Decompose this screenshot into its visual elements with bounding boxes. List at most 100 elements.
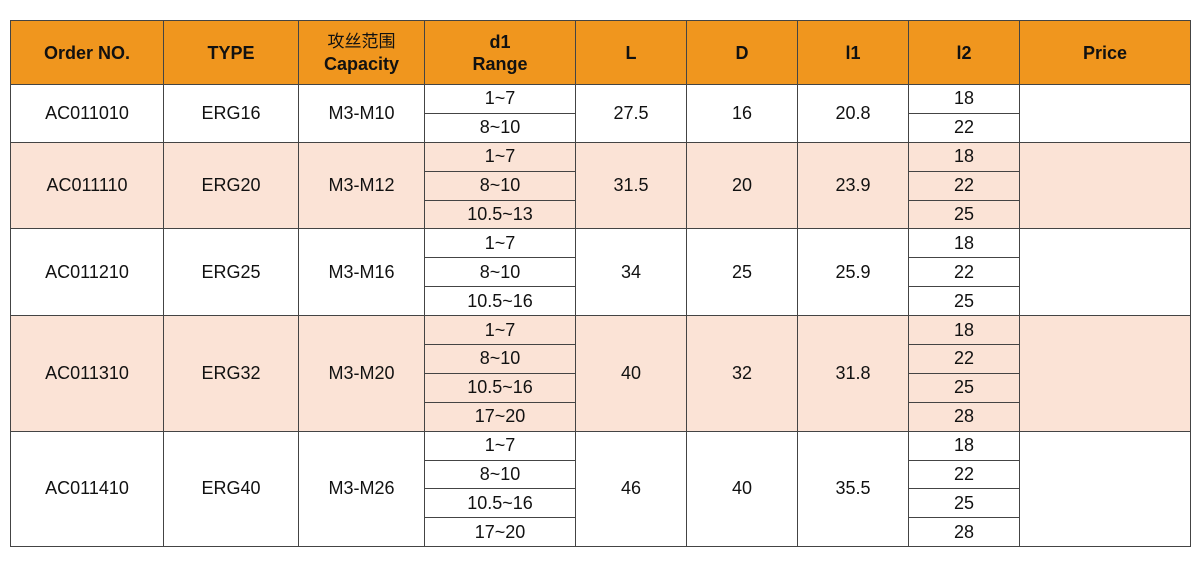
table-row: 10.5~16 25 bbox=[11, 488, 1191, 519]
order-no-cell: AC011210 bbox=[10, 228, 164, 317]
d1-range-cell: 10.5~16 bbox=[424, 372, 576, 403]
d1-range-cell: 8~10 bbox=[424, 344, 576, 374]
column-header: l2 bbox=[908, 20, 1020, 85]
column-header-label: Capacity bbox=[323, 53, 400, 74]
d-cell: 25 bbox=[686, 228, 798, 317]
d1-range-cell: 1~7 bbox=[424, 84, 576, 114]
l-cell: 34 bbox=[575, 228, 687, 317]
column-header: l1 bbox=[797, 20, 909, 85]
d-cell: 40 bbox=[686, 430, 798, 548]
column-header-label: D bbox=[735, 42, 749, 63]
l2-cell: 22 bbox=[908, 170, 1020, 201]
l2-cell: 22 bbox=[908, 257, 1020, 288]
column-header: 攻丝范围 Capacity bbox=[298, 20, 425, 85]
l2-cell: 25 bbox=[908, 199, 1020, 230]
l1-cell: 31.8 bbox=[797, 315, 909, 432]
l2-cell: 22 bbox=[908, 459, 1020, 490]
d-cell: 20 bbox=[686, 141, 798, 230]
price-cell bbox=[1019, 141, 1191, 230]
price-cell bbox=[1019, 228, 1191, 317]
type-cell: ERG25 bbox=[163, 228, 299, 317]
column-header-label: L bbox=[625, 42, 637, 63]
column-header: L bbox=[575, 20, 687, 85]
l1-cell: 35.5 bbox=[797, 430, 909, 548]
l2-cell: 22 bbox=[908, 344, 1020, 374]
table-row: 17~20 28 bbox=[11, 401, 1191, 432]
column-header-label: l1 bbox=[845, 42, 861, 63]
table-row: 8~10 22 bbox=[11, 112, 1191, 143]
l2-cell: 28 bbox=[908, 517, 1020, 548]
l2-cell: 25 bbox=[908, 488, 1020, 519]
d1-range-cell: 10.5~16 bbox=[424, 488, 576, 519]
d1-range-cell: 8~10 bbox=[424, 257, 576, 288]
d-cell: 32 bbox=[686, 315, 798, 432]
table-row: 8~10 22 bbox=[11, 170, 1191, 201]
price-cell bbox=[1019, 430, 1191, 548]
l2-cell: 18 bbox=[908, 141, 1020, 172]
column-header: TYPE bbox=[163, 20, 299, 85]
column-header-label: Price bbox=[1082, 42, 1128, 63]
table-row: 17~20 28 bbox=[11, 517, 1191, 548]
table-row: AC011210 ERG25 M3-M16 1~7 34 25 25.9 18 bbox=[10, 228, 1191, 317]
l2-cell: 28 bbox=[908, 401, 1020, 432]
column-header-label: l2 bbox=[956, 42, 972, 63]
column-header: d1 Range bbox=[424, 20, 576, 85]
table-row: AC011410 ERG40 M3-M26 1~7 46 40 35.5 18 bbox=[10, 430, 1191, 548]
l-cell: 46 bbox=[575, 430, 687, 548]
order-no-cell: AC011410 bbox=[10, 430, 164, 548]
l1-cell: 23.9 bbox=[797, 141, 909, 230]
l2-cell: 18 bbox=[908, 315, 1020, 346]
table-row: 10.5~16 25 bbox=[11, 286, 1191, 317]
price-cell bbox=[1019, 84, 1191, 143]
table-row: AC011110 ERG20 M3-M12 1~7 31.5 20 23.9 18 bbox=[10, 141, 1191, 230]
l-cell: 31.5 bbox=[575, 141, 687, 230]
d1-range-cell: 1~7 bbox=[424, 141, 576, 172]
l2-cell: 22 bbox=[908, 112, 1020, 143]
column-header-label: Range bbox=[472, 53, 528, 74]
price-cell bbox=[1019, 315, 1191, 432]
l2-cell: 25 bbox=[908, 286, 1020, 317]
l2-cell: 18 bbox=[908, 84, 1020, 114]
order-no-cell: AC011310 bbox=[10, 315, 164, 432]
table-row: AC011010 ERG16 M3-M10 1~7 27.5 16 20.8 18 bbox=[10, 84, 1191, 143]
l1-cell: 25.9 bbox=[797, 228, 909, 317]
type-cell: ERG16 bbox=[163, 84, 299, 143]
column-header-label: TYPE bbox=[207, 42, 255, 63]
order-no-cell: AC011010 bbox=[10, 84, 164, 143]
column-header-label: d1 bbox=[489, 31, 511, 52]
column-header: Order NO. bbox=[10, 20, 164, 85]
type-cell: ERG40 bbox=[163, 430, 299, 548]
d1-range-cell: 1~7 bbox=[424, 430, 576, 461]
d-cell: 16 bbox=[686, 84, 798, 143]
column-header: Price bbox=[1019, 20, 1191, 85]
table-row: 8~10 22 bbox=[11, 257, 1191, 288]
capacity-cell: M3-M26 bbox=[298, 430, 425, 548]
table-row: 10.5~13 25 bbox=[11, 199, 1191, 230]
d1-range-cell: 17~20 bbox=[424, 401, 576, 432]
l-cell: 27.5 bbox=[575, 84, 687, 143]
column-header: D bbox=[686, 20, 798, 85]
d1-range-cell: 10.5~13 bbox=[424, 199, 576, 230]
type-cell: ERG32 bbox=[163, 315, 299, 432]
d1-range-cell: 10.5~16 bbox=[424, 286, 576, 317]
capacity-cell: M3-M16 bbox=[298, 228, 425, 317]
l2-cell: 18 bbox=[908, 228, 1020, 259]
l2-cell: 25 bbox=[908, 372, 1020, 403]
d1-range-cell: 1~7 bbox=[424, 315, 576, 346]
l2-cell: 18 bbox=[908, 430, 1020, 461]
order-no-cell: AC011110 bbox=[10, 141, 164, 230]
table-row: 8~10 22 bbox=[11, 344, 1191, 374]
d1-range-cell: 8~10 bbox=[424, 170, 576, 201]
type-cell: ERG20 bbox=[163, 141, 299, 230]
d1-range-cell: 8~10 bbox=[424, 459, 576, 490]
d1-range-cell: 17~20 bbox=[424, 517, 576, 548]
table-row: 8~10 22 bbox=[11, 459, 1191, 490]
d1-range-cell: 1~7 bbox=[424, 228, 576, 259]
table-row: AC011310 ERG32 M3-M20 1~7 40 32 31.8 18 bbox=[10, 315, 1191, 432]
capacity-cell: M3-M10 bbox=[298, 84, 425, 143]
table-row: 10.5~16 25 bbox=[11, 372, 1191, 403]
column-header-cn: 攻丝范围 bbox=[327, 31, 396, 52]
capacity-cell: M3-M12 bbox=[298, 141, 425, 230]
